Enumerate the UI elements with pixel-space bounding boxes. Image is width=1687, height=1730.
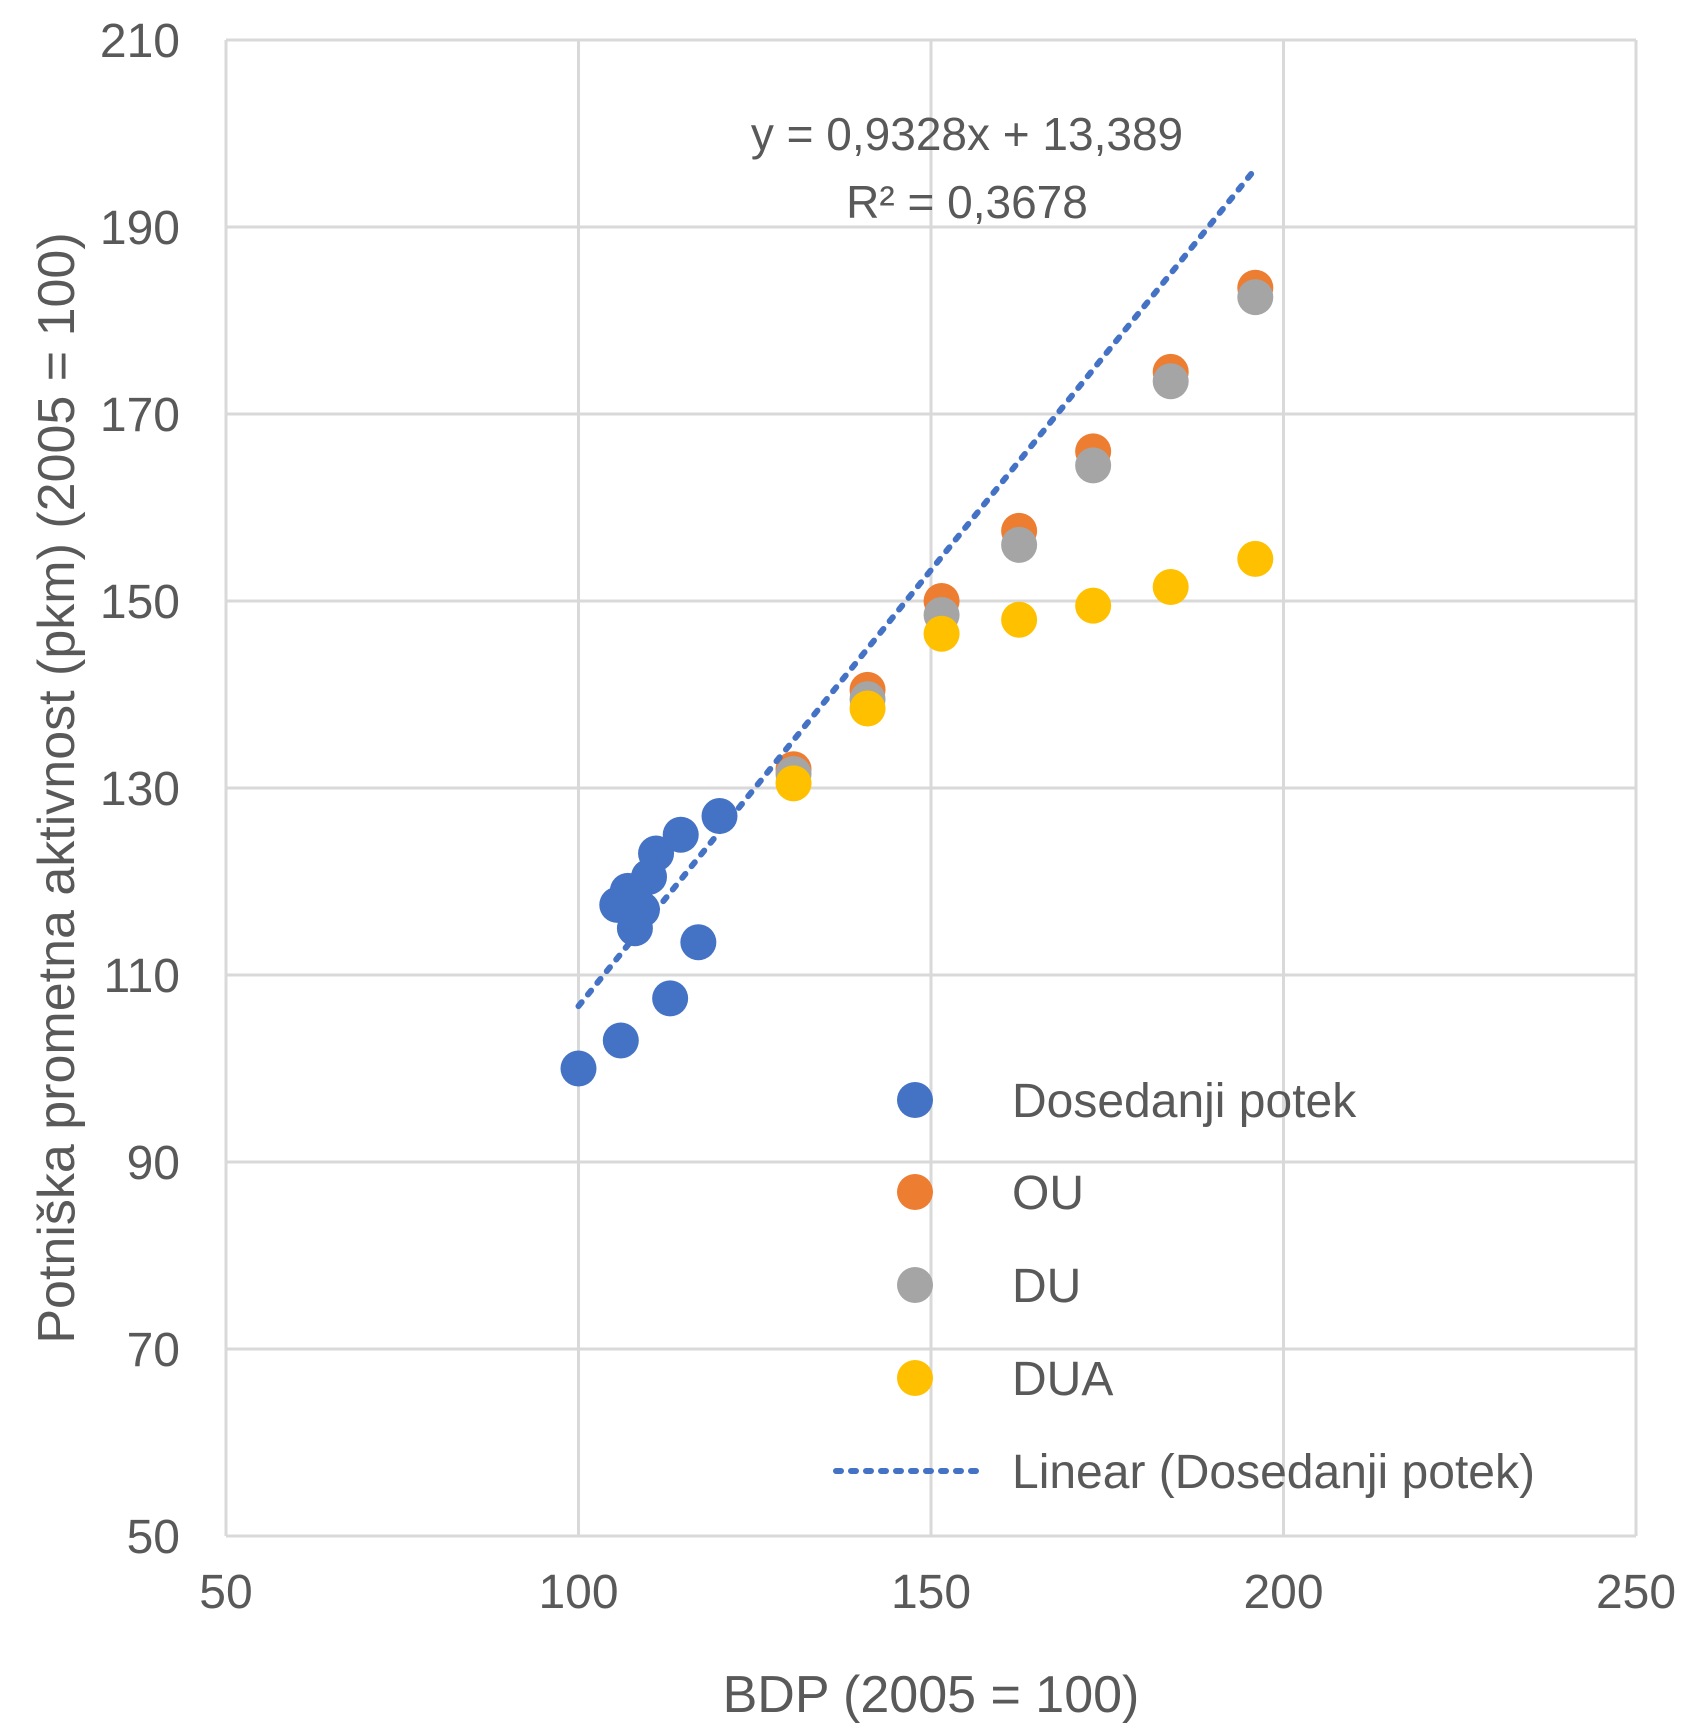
data-point-dosedanji-potek [602, 1022, 639, 1059]
y-tick-label: 110 [103, 950, 180, 1003]
legend-label: DUA [1012, 1353, 1113, 1406]
legend-label: OU [1012, 1167, 1084, 1220]
data-point-du [1001, 526, 1038, 563]
data-point-dosedanji-potek [680, 924, 717, 961]
y-axis-title: Potniška prometna aktivnost (pkm) (2005 … [28, 232, 86, 1343]
data-point-dua [923, 615, 960, 652]
data-point-dosedanji-potek [662, 816, 699, 853]
data-point-dua [775, 765, 812, 802]
data-point-dua [1152, 568, 1189, 605]
data-point-du [1152, 363, 1189, 400]
data-point-dua [1237, 540, 1274, 577]
data-point-dua [849, 690, 886, 727]
trendline [575, 165, 1259, 1010]
data-point-dua [1075, 587, 1112, 624]
legend-marker [897, 1360, 933, 1396]
trendline-equation: y = 0,9328x + 13,389 [751, 108, 1183, 160]
y-tick-label: 50 [127, 1511, 180, 1564]
trendline-r-squared: R² = 0,3678 [846, 176, 1088, 228]
y-tick-label: 70 [127, 1324, 180, 1377]
x-tick-label: 200 [1243, 1566, 1323, 1619]
data-point-dosedanji-potek [638, 835, 675, 872]
y-tick-label: 170 [100, 389, 180, 442]
x-tick-label: 150 [891, 1566, 971, 1619]
x-tick-label: 250 [1596, 1566, 1676, 1619]
data-point-dosedanji-potek [560, 1050, 597, 1087]
y-tick-label: 210 [100, 15, 180, 68]
legend-label: Dosedanji potek [1012, 1075, 1357, 1128]
legend-marker [897, 1174, 933, 1210]
y-tick-label: 90 [127, 1137, 180, 1190]
y-tick-label: 190 [100, 202, 180, 255]
data-point-du [1075, 447, 1112, 484]
legend-label: Linear (Dosedanji potek) [1012, 1446, 1535, 1499]
data-point-dua [1001, 601, 1038, 638]
x-tick-label: 100 [538, 1566, 618, 1619]
legend-marker [897, 1082, 933, 1118]
legend-marker [897, 1267, 933, 1303]
data-point-du [1237, 279, 1274, 316]
y-tick-label: 150 [100, 576, 180, 629]
legend-label: DU [1012, 1260, 1081, 1313]
data-point-dosedanji-potek [652, 980, 689, 1017]
data-point-dosedanji-potek [701, 798, 738, 835]
y-tick-label: 130 [100, 763, 180, 816]
x-axis-title: BDP (2005 = 100) [723, 1666, 1140, 1724]
x-tick-label: 50 [199, 1566, 252, 1619]
